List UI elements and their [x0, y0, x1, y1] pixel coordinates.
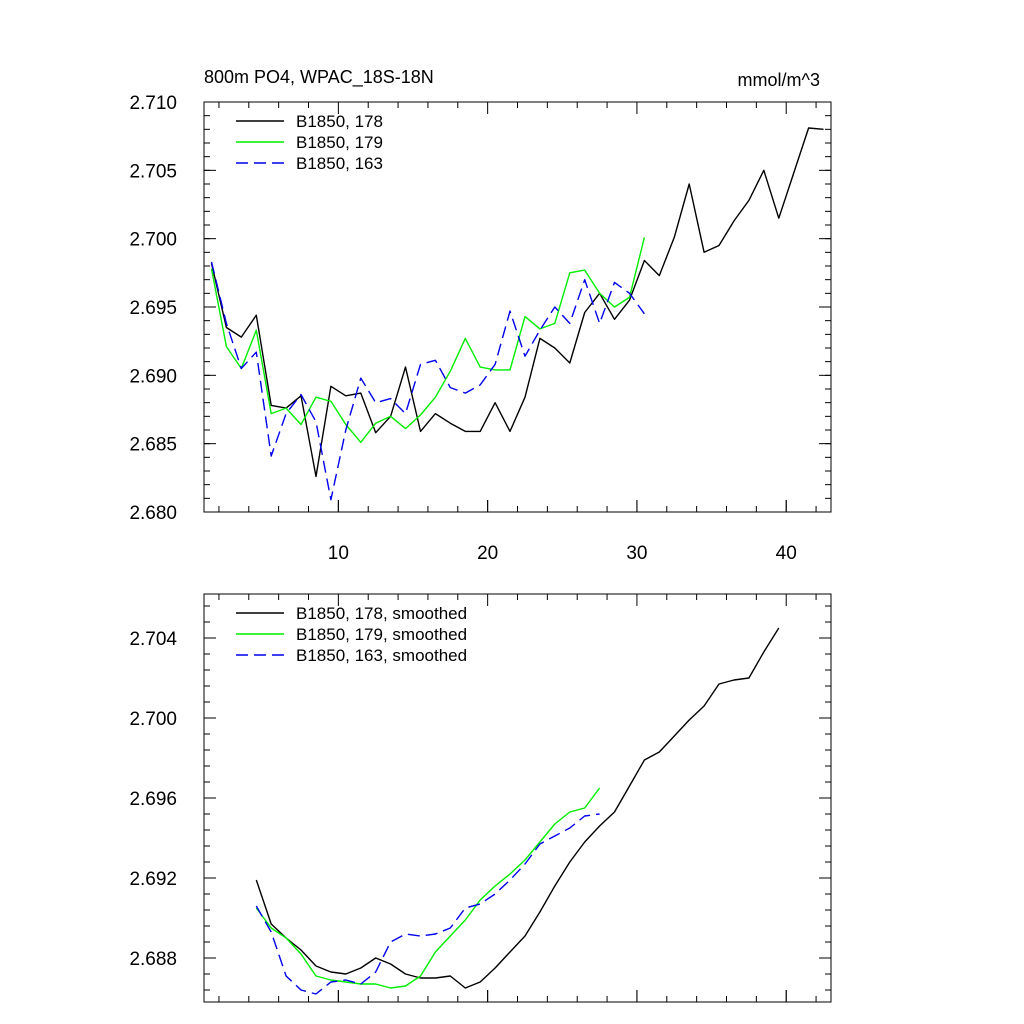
top-y-tick-label: 2.710: [129, 93, 177, 114]
top-series-line-3: [210, 261, 645, 501]
top-y-tick-label: 2.700: [129, 230, 177, 251]
top-series-line-2: [210, 237, 646, 443]
top-x-tick-label: 30: [626, 543, 647, 564]
bottom-y-tick-label: 2.688: [129, 949, 177, 970]
top-y-tick-label: 2.695: [129, 298, 177, 319]
bottom-chart-panel: 2.688 2.692 2.696 2.700 2.704 B1850, 178, smo…: [129, 593, 832, 1003]
top-series-line-1: [210, 127, 824, 478]
top-x-tick-label: 10: [328, 543, 349, 564]
top-y-tick-label: 2.690: [129, 366, 177, 387]
top-y-tick-label: 2.685: [129, 435, 177, 456]
top-y-tick-label: 2.680: [129, 503, 177, 524]
bottom-y-tick-label: 2.700: [129, 709, 177, 730]
top-legend-label-2: B1850, 179: [296, 133, 383, 152]
top-chart-units: mmol/m^3: [738, 70, 820, 90]
bottom-series-line-2: [255, 787, 601, 989]
top-legend-label-3: B1850, 163: [296, 154, 383, 173]
bottom-legend-label-1: B1850, 178, smoothed: [296, 604, 467, 623]
top-chart-title: 800m PO4, WPAC_18S-18N: [204, 67, 434, 88]
bottom-series-line-1: [255, 627, 780, 989]
bottom-legend-label-2: B1850, 179, smoothed: [296, 625, 467, 644]
top-x-tick-label: 40: [776, 543, 797, 564]
bottom-legend-label-3: B1850, 163, smoothed: [296, 646, 467, 665]
bottom-y-tick-label: 2.704: [129, 629, 177, 650]
bottom-y-tick-label: 2.692: [129, 869, 177, 890]
top-legend-label-1: B1850, 178: [296, 112, 383, 131]
top-y-tick-label: 2.705: [129, 161, 177, 182]
bottom-y-tick-label: 2.696: [129, 789, 177, 810]
bottom-series-line-3: [255, 813, 600, 995]
top-chart-panel: 10 20 30 40 2.680 2.685 2.690 2.695 2.700 2.705 2.…: [129, 93, 832, 564]
top-x-tick-label: 20: [477, 543, 498, 564]
